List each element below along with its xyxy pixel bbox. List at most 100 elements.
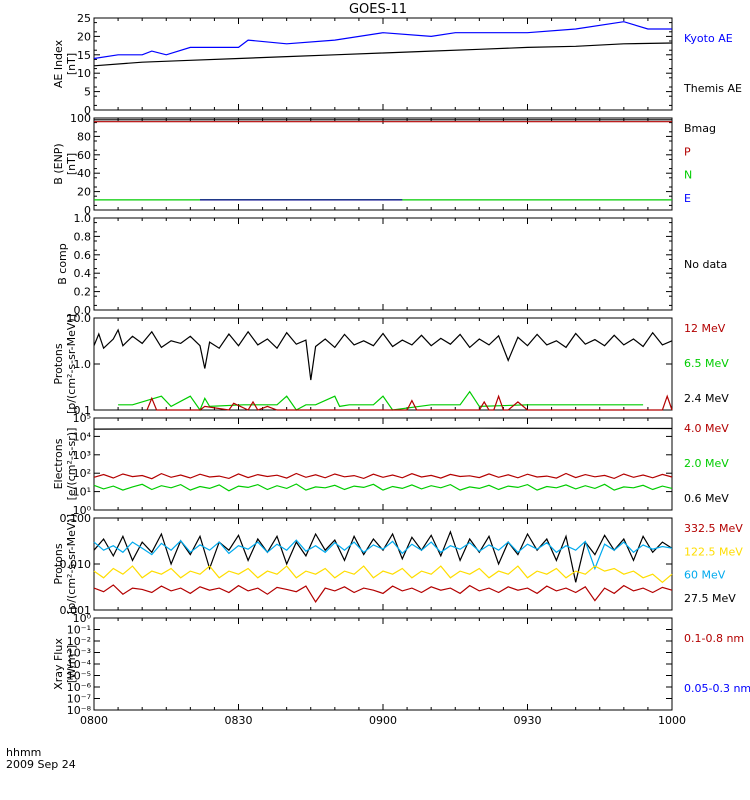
panel-2: 0 20 40 60 80 100 B (ENP) [nT] Bmag PNE	[52, 112, 716, 217]
panel-6: 0.001 0.010 0.100 Protons [p/(cm²-s-sr-MeV)]…	[52, 512, 743, 617]
y-axis-unit: [nT]	[65, 153, 78, 175]
y-tick-label: 10⁻⁶	[67, 681, 92, 694]
y-axis-label: Protons	[52, 343, 65, 384]
y-tick-label: 10⁰	[73, 504, 92, 517]
y-tick-label: 20	[77, 186, 91, 199]
series-line-60-mev	[93, 539, 673, 571]
panel-frame	[93, 17, 673, 111]
series-line-122-5-mev	[93, 565, 673, 584]
y-tick-label: 10⁴	[73, 430, 92, 443]
series-line-332-5-mev	[93, 584, 673, 603]
series-line-themis-ae	[93, 42, 673, 67]
y-tick-label: 0	[84, 104, 91, 117]
legend-item: 0.1-0.8 nm	[684, 632, 744, 645]
legend-item: Themis AE	[683, 82, 742, 95]
legend-item: 332.5 MeV	[684, 522, 743, 535]
y-axis-unit: [nT]	[65, 53, 78, 75]
series-line-2-4-mev	[93, 328, 673, 381]
legend-item: Bmag	[684, 122, 716, 135]
legend-item: 60 MeV	[684, 569, 726, 582]
footer-date: 2009 Sep 24	[6, 758, 76, 771]
y-axis-unit: [e/(cm²-s-sr)]	[65, 428, 78, 501]
y-tick-label: 10⁻⁸	[67, 704, 92, 717]
y-axis-label: Protons	[52, 543, 65, 584]
x-tick-label: 0830	[225, 714, 253, 727]
legend-item: 2.0 MeV	[684, 457, 729, 470]
legend-item: E	[684, 192, 691, 205]
legend-item: N	[684, 169, 692, 182]
legend-item: Kyoto AE	[684, 32, 733, 45]
y-tick-label: 60	[77, 149, 91, 162]
y-tick-label: 0.4	[74, 267, 92, 280]
y-tick-label: 10⁻⁵	[67, 670, 91, 683]
panel-1: 0 5 10 15 20 25 AE Index [nT] Kyoto AE Themis AE	[52, 12, 742, 117]
series-line-0-6-mev	[93, 427, 673, 430]
y-tick-label: 0.010	[60, 558, 92, 571]
series-line-kyoto-ae	[93, 21, 672, 60]
y-tick-label: 10	[77, 67, 91, 80]
y-axis-label: AE Index	[52, 39, 65, 88]
y-tick-label: 10⁵	[73, 412, 91, 425]
y-axis-label: Electrons	[52, 438, 65, 489]
y-axis-label: B comp	[56, 243, 69, 285]
y-tick-label: 0.100	[60, 512, 92, 525]
series-line-2-0-mev	[93, 483, 673, 492]
y-axis-unit: [p/(cm²-s-sr-MeV)]	[65, 514, 78, 614]
y-axis-unit: [p/(cm²-s-sr-MeV)]	[65, 314, 78, 414]
figure-title: GOES-11	[349, 2, 407, 17]
y-tick-label: 0.001	[60, 604, 92, 617]
series-line-6-5-mev	[118, 390, 644, 412]
panel-frame	[93, 117, 673, 211]
y-tick-label: 10⁰	[73, 612, 92, 625]
legend-item: 122.5 MeV	[684, 545, 743, 558]
y-tick-label: 100	[70, 112, 91, 125]
legend-item: 0.6 MeV	[684, 492, 729, 505]
panel-frame	[93, 417, 673, 511]
legend-item: 12 MeV	[684, 322, 726, 335]
y-axis-label: B (ENP)	[52, 143, 65, 184]
series-line-12-mev	[146, 394, 673, 411]
y-tick-label: 15	[77, 49, 91, 62]
legend-item: 4.0 MeV	[684, 422, 729, 435]
y-tick-label: 10⁻⁷	[67, 693, 91, 706]
y-tick-label: 0.1	[74, 404, 92, 417]
panel-frame	[93, 217, 673, 311]
legend-item: 0.05-0.3 nm	[684, 682, 750, 695]
y-tick-label: 10.0	[67, 312, 92, 325]
series-line-4-0-mev	[93, 472, 673, 480]
y-tick-label: 10⁻²	[67, 635, 91, 648]
panel-3: 0.0 0.2 0.4 0.6 0.8 1.0 B comp No data	[56, 212, 727, 317]
y-tick-label: 10⁻⁴	[67, 658, 92, 671]
y-tick-label: 80	[77, 130, 91, 143]
legend-item: No data	[684, 258, 727, 271]
footer-hhmm: hhmm	[6, 746, 41, 759]
legend-item: 6.5 MeV	[684, 357, 729, 370]
legend-item: P	[684, 145, 691, 158]
y-tick-label: 0.6	[74, 249, 92, 262]
x-tick-label: 0800	[80, 714, 108, 727]
y-tick-label: 10⁻³	[67, 647, 91, 660]
y-tick-label: 5	[84, 86, 91, 99]
y-tick-label: 0.0	[74, 304, 92, 317]
y-tick-label: 10⁻¹	[67, 624, 91, 637]
x-tick-label: 1000	[658, 714, 686, 727]
y-tick-label: 1.0	[74, 212, 92, 225]
y-tick-label: 0.2	[74, 286, 92, 299]
y-tick-label: 40	[77, 167, 91, 180]
y-tick-label: 10²	[73, 467, 91, 480]
y-tick-label: 0.8	[74, 230, 92, 243]
y-axis-unit: [W/m²]	[65, 645, 78, 683]
y-tick-label: 25	[77, 12, 91, 25]
x-tick-label: 0930	[514, 714, 542, 727]
legend-item: 2.4 MeV	[684, 392, 729, 405]
panel-5: 10⁰ 10¹ 10² 10³ 10⁴ 10⁵ Electrons [e/(cm²-s-sr)…	[52, 412, 729, 517]
y-axis-label: Xray Flux	[52, 638, 65, 690]
panel-frame	[93, 617, 673, 711]
x-tick-label: 0900	[369, 714, 397, 727]
y-tick-label: 10¹	[73, 486, 91, 499]
y-tick-label: 0	[84, 204, 91, 217]
time-axis: 0800 0830 0900 0930 1000	[80, 714, 686, 727]
